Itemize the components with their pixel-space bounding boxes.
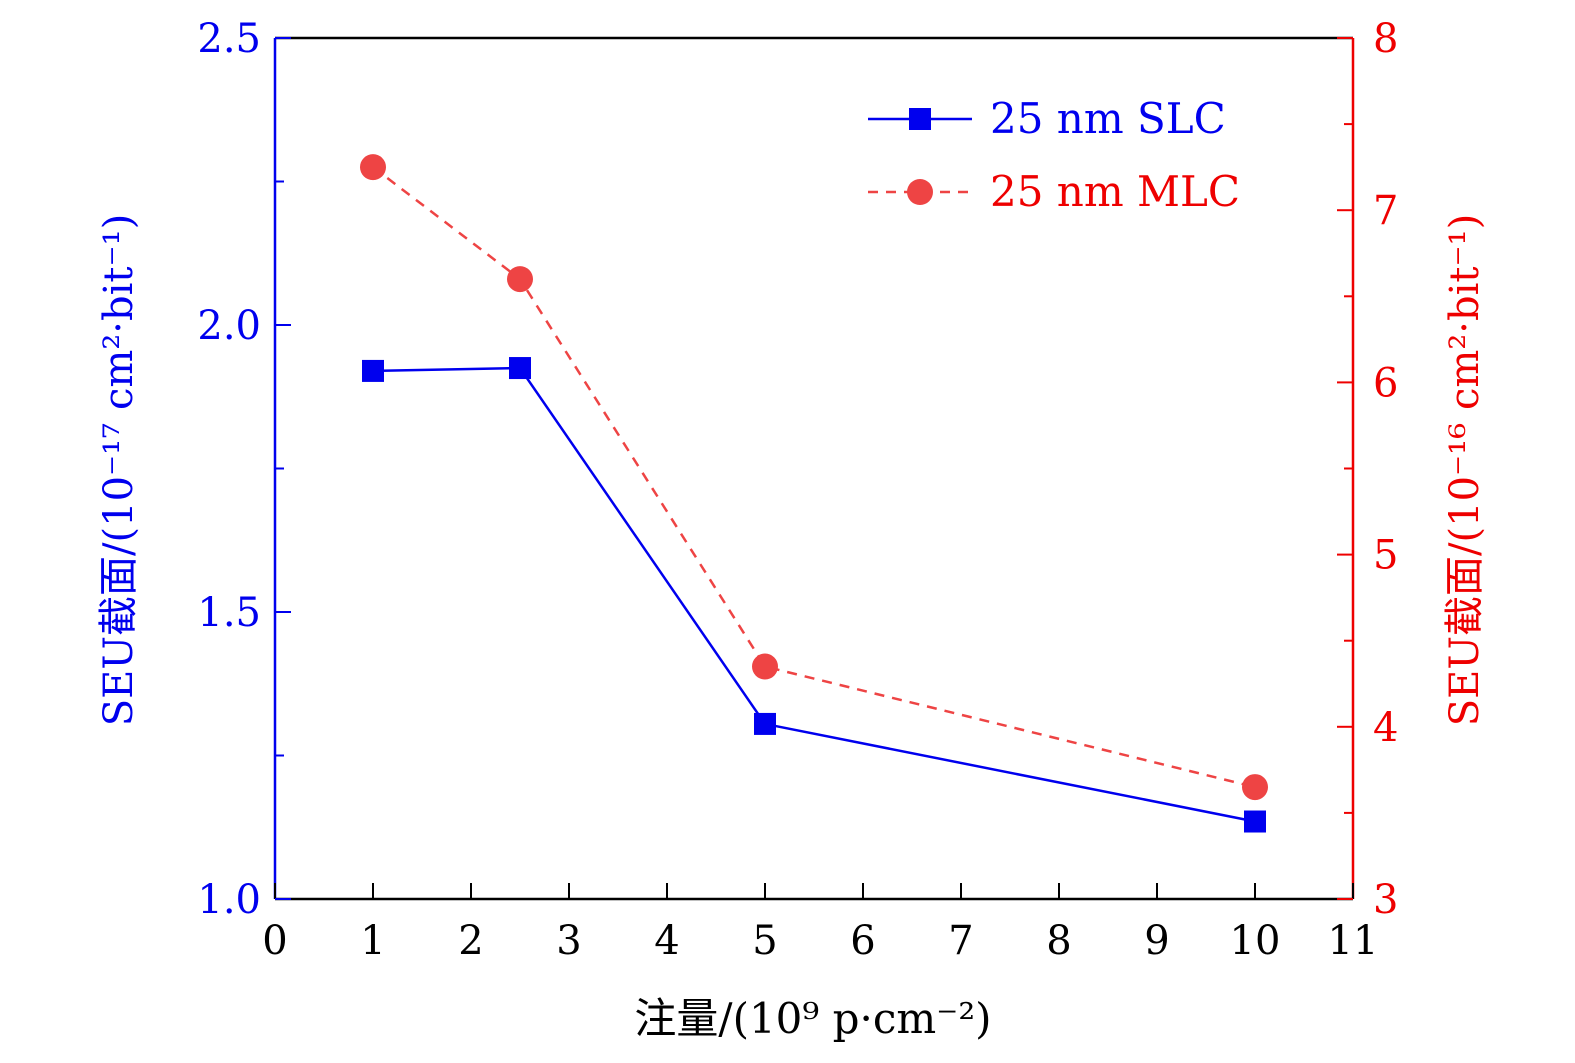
legend-marker-25-nm-mlc — [907, 179, 933, 205]
y-right-tick-label: 4 — [1373, 705, 1398, 751]
y-axis-right-title: SEU截面/(10⁻¹⁶ cm²·bit⁻¹) — [1442, 214, 1488, 727]
data-point-25-nm-slc — [1244, 810, 1266, 833]
data-point-25-nm-mlc — [752, 653, 778, 680]
data-point-25-nm-slc — [362, 359, 384, 382]
series-layer — [360, 154, 1268, 833]
x-tick-label: 3 — [556, 918, 581, 964]
x-tick-label: 6 — [850, 918, 875, 964]
legend-label-25-nm-slc: 25 nm SLC — [990, 94, 1226, 143]
x-tick-label: 1 — [360, 918, 385, 964]
legend-marker-25-nm-slc — [909, 108, 931, 130]
y-right-tick-label: 6 — [1373, 360, 1398, 406]
data-point-25-nm-slc — [754, 712, 776, 735]
x-tick-label: 9 — [1144, 918, 1169, 964]
y-right-tick-label: 3 — [1373, 877, 1398, 923]
y-axis-left-title: SEU截面/(10⁻¹⁷ cm²·bit⁻¹) — [96, 214, 142, 727]
x-axis-title: 注量/(10⁹ p·cm⁻²) — [634, 994, 991, 1043]
y-right-tick-label: 8 — [1373, 16, 1398, 62]
data-point-25-nm-mlc — [1242, 774, 1268, 801]
y-left-tick-label: 1.0 — [197, 877, 261, 923]
x-tick-label: 0 — [262, 918, 287, 964]
x-tick-label: 8 — [1046, 918, 1071, 964]
data-point-25-nm-mlc — [507, 266, 533, 293]
legend-label-25-nm-mlc: 25 nm MLC — [990, 167, 1240, 216]
x-tick-label: 7 — [948, 918, 973, 964]
x-tick-label: 4 — [654, 918, 679, 964]
y-right-tick-label: 7 — [1373, 188, 1398, 234]
data-point-25-nm-mlc — [360, 154, 386, 181]
axis-ticks: 0 1 2 3 4 5 6 7 8 9 10 11 1.0 1.5 2.0 2.5 3 4 5 6 7 8 — [197, 16, 1398, 964]
series-line-25-nm-slc — [372, 366, 1256, 823]
legend: 25 nm SLC 25 nm MLC — [868, 94, 1240, 216]
x-tick-label: 5 — [752, 918, 777, 964]
x-tick-label: 2 — [458, 918, 483, 964]
y-left-tick-label: 1.5 — [197, 590, 261, 636]
y-left-tick-label: 2.0 — [197, 303, 261, 349]
x-tick-label: 11 — [1328, 918, 1379, 964]
series-line-25-nm-mlc — [372, 166, 1256, 789]
x-tick-label: 10 — [1230, 918, 1281, 964]
data-point-25-nm-slc — [509, 357, 531, 380]
y-right-tick-label: 5 — [1373, 533, 1398, 579]
y-left-tick-label: 2.5 — [197, 16, 261, 62]
